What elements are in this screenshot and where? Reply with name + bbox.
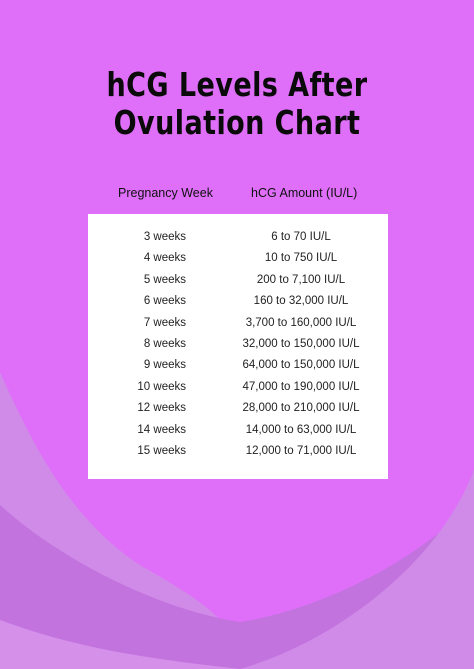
table-row: 4 weeks 10 to 750 IU/L (88, 250, 388, 271)
wave-shape-right (240, 470, 474, 669)
table-row: 7 weeks 3,700 to 160,000 IU/L (88, 315, 388, 336)
table-row: 5 weeks 200 to 7,100 IU/L (88, 272, 388, 293)
week-cell: 12 weeks (137, 402, 186, 415)
amount-cell: 10 to 750 IU/L (264, 252, 338, 265)
page-title: hCG Levels After Ovulation Chart (43, 66, 432, 142)
table-row: 12 weeks 28,000 to 210,000 IU/L (88, 400, 388, 421)
table-row: 10 weeks 47,000 to 190,000 IU/L (88, 379, 388, 400)
week-cell: 3 weeks (143, 231, 186, 243)
week-cell: 8 weeks (143, 337, 186, 350)
amount-cell: 12,000 to 71,000 IU/L (245, 444, 357, 457)
week-cell: 7 weeks (143, 316, 186, 329)
title-line-2: Ovulation Chart (113, 103, 361, 142)
week-cell: 15 weeks (137, 444, 186, 457)
wave-shape-bottom (0, 620, 240, 669)
amount-cell: 200 to 7,100 IU/L (256, 273, 346, 286)
table-row: 3 weeks 6 to 70 IU/L (88, 229, 388, 250)
column-header-week: Pregnancy Week (118, 186, 213, 200)
table-row: 9 weeks 64,000 to 150,000 IU/L (88, 357, 388, 378)
amount-cell: 3,700 to 160,000 IU/L (245, 316, 357, 329)
amount-cell: 28,000 to 210,000 IU/L (242, 402, 360, 415)
week-cell: 6 weeks (143, 295, 186, 308)
table-row: 14 weeks 14,000 to 63,000 IU/L (88, 422, 388, 443)
amount-cell: 14,000 to 63,000 IU/L (245, 423, 357, 436)
title-line-1: hCG Levels After (106, 65, 368, 104)
table-rows: 3 weeks 6 to 70 IU/L 4 weeks 10 to 750 IU/… (88, 229, 388, 464)
table-row: 8 weeks 32,000 to 150,000 IU/L (88, 336, 388, 357)
hcg-table: 3 weeks 6 to 70 IU/L 4 weeks 10 to 750 IU/… (88, 214, 388, 479)
week-cell: 14 weeks (137, 423, 186, 436)
week-cell: 5 weeks (143, 273, 186, 286)
amount-cell: 64,000 to 150,000 IU/L (242, 359, 360, 372)
week-cell: 4 weeks (143, 252, 186, 265)
table-row: 15 weeks 12,000 to 71,000 IU/L (88, 443, 388, 464)
amount-cell: 160 to 32,000 IU/L (253, 295, 349, 308)
column-header-amount: hCG Amount (IU/L) (251, 186, 358, 200)
amount-cell: 6 to 70 IU/L (271, 231, 331, 243)
table-row: 6 weeks 160 to 32,000 IU/L (88, 293, 388, 314)
amount-cell: 32,000 to 150,000 IU/L (242, 337, 360, 350)
amount-cell: 47,000 to 190,000 IU/L (242, 380, 360, 393)
week-cell: 9 weeks (143, 359, 186, 372)
week-cell: 10 weeks (137, 380, 186, 393)
